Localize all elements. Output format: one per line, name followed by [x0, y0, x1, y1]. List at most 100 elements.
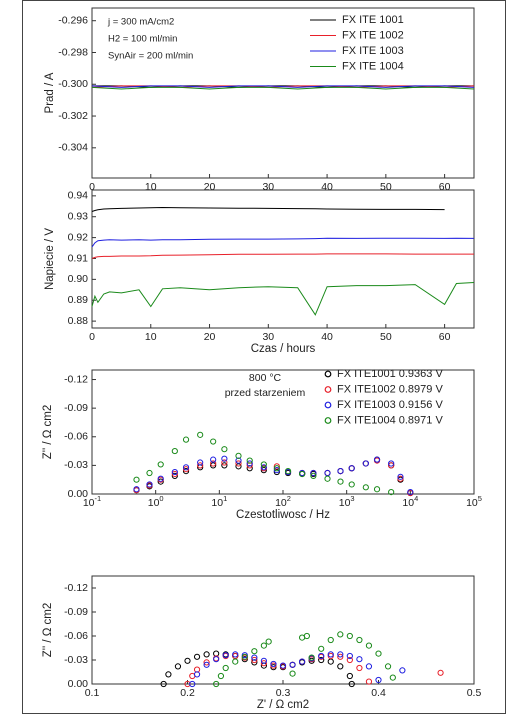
x-tick-label: 60 — [439, 181, 451, 193]
data-point — [299, 470, 306, 478]
data-point — [337, 468, 344, 475]
data-point — [251, 656, 258, 664]
data-point — [397, 473, 404, 480]
y-tick-label: -0.296 — [58, 14, 88, 26]
data-point — [146, 481, 153, 488]
data-point — [210, 438, 217, 445]
data-point — [348, 481, 355, 488]
data-point — [232, 658, 239, 665]
data-point — [241, 653, 248, 660]
data-point — [327, 636, 334, 644]
data-point — [389, 674, 396, 681]
x-tick-label: 104 — [402, 494, 418, 509]
y-tick-label: -0.12 — [64, 373, 88, 385]
series-line — [91, 237, 475, 248]
x-tick-label: 0 — [89, 181, 95, 193]
x-tick-label: 50 — [380, 181, 392, 193]
data-point — [260, 642, 267, 649]
x-tick-label: 105 — [466, 494, 482, 509]
x-tick-label: 50 — [380, 331, 392, 343]
y-tick-label: -0.06 — [64, 630, 88, 642]
data-point — [337, 651, 344, 658]
data-point — [388, 488, 395, 496]
data-point — [133, 486, 140, 493]
data-point — [356, 636, 363, 644]
data-point — [171, 447, 178, 455]
x-tick-label: 0.4 — [371, 687, 386, 699]
data-point — [193, 653, 201, 660]
y-axis-label: Z'' / Ω cm2 — [42, 603, 54, 658]
data-point — [346, 656, 353, 664]
data-point — [221, 455, 228, 462]
y-axis-label: Prad / A — [44, 72, 56, 113]
data-point — [373, 456, 381, 463]
legend-label: FX ITE1002 0.8979 V — [337, 383, 443, 395]
data-point — [217, 672, 225, 680]
data-point — [222, 664, 229, 672]
x-tick-label: 0 — [89, 331, 95, 343]
data-point — [157, 475, 164, 482]
data-point — [327, 658, 334, 665]
legend-label: FX ITE1001 0.9363 V — [337, 368, 443, 380]
data-point — [182, 468, 190, 475]
data-point — [246, 460, 253, 467]
data-point — [310, 469, 317, 477]
data-point — [407, 488, 414, 496]
data-point — [273, 463, 280, 470]
y-tick-label: -0.300 — [58, 78, 88, 90]
data-point — [174, 663, 182, 670]
data-point — [273, 467, 280, 474]
data-point — [375, 650, 382, 657]
data-point — [346, 652, 353, 660]
legend-label: FX ITE1004 0.8971 V — [337, 414, 443, 426]
data-point — [221, 459, 228, 466]
x-tick-label: 0.3 — [276, 687, 291, 699]
y-tick-label: 0.94 — [68, 190, 89, 202]
x-axis-label: Czestotliwosc / Hz — [236, 509, 330, 521]
data-point — [235, 452, 242, 459]
data-point — [260, 660, 267, 667]
x-tick-label: 102 — [275, 494, 291, 509]
data-point — [375, 676, 382, 684]
x-tick-label: 20 — [204, 331, 216, 343]
data-point — [346, 632, 353, 640]
data-point — [337, 663, 344, 670]
x-tick-label: 20 — [204, 181, 216, 193]
y-tick-label: -0.06 — [64, 431, 88, 443]
data-point — [189, 680, 196, 688]
series-line — [91, 282, 475, 316]
data-point — [260, 464, 267, 471]
y-tick-label: -0.12 — [64, 582, 88, 594]
y-tick-label: 0.89 — [68, 294, 89, 306]
data-point — [324, 475, 331, 482]
data-point — [384, 663, 392, 670]
data-point — [348, 680, 355, 688]
data-point — [182, 436, 190, 443]
data-point — [270, 660, 277, 668]
data-point — [182, 466, 190, 473]
data-point — [197, 462, 204, 469]
y-tick-label: -0.09 — [64, 606, 88, 618]
y-tick-label: -0.304 — [58, 142, 88, 154]
y-tick-label: 0.90 — [68, 273, 89, 285]
data-point — [221, 446, 228, 453]
legend-swatch — [324, 370, 332, 378]
series-line — [91, 85, 475, 88]
data-point — [365, 642, 373, 649]
data-point — [210, 462, 217, 469]
annotation: j = 300 mA/cm2 — [107, 17, 174, 28]
data-point — [273, 465, 280, 472]
data-point — [157, 461, 164, 468]
legend-swatch — [324, 401, 332, 409]
x-tick-label: 10 — [145, 181, 157, 193]
data-point — [251, 654, 258, 661]
data-point — [289, 670, 296, 677]
data-point — [318, 652, 325, 660]
data-point — [388, 462, 395, 469]
data-point — [235, 463, 242, 470]
data-point — [337, 653, 344, 660]
data-point — [157, 478, 164, 485]
series-line — [91, 86, 475, 90]
annotation: 800 °C — [249, 372, 282, 384]
data-point — [197, 459, 204, 466]
